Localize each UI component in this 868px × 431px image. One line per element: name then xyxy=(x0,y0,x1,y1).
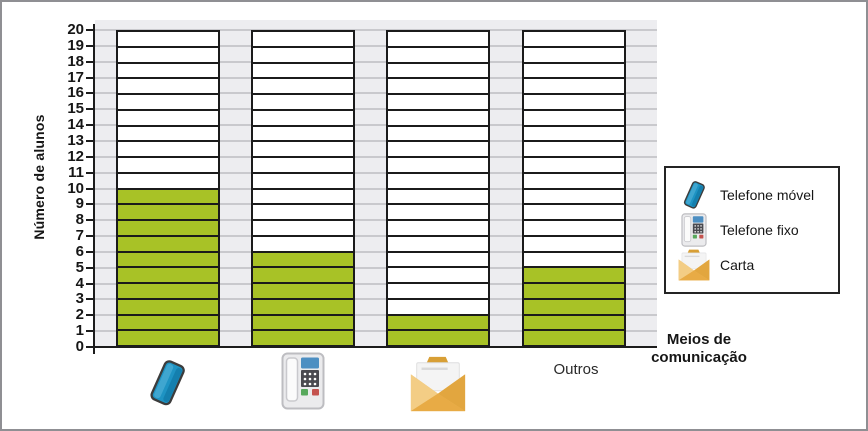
legend-item-label: Carta xyxy=(720,257,755,274)
gridline xyxy=(95,330,657,333)
gridline xyxy=(95,44,657,47)
y-tick-mark xyxy=(86,76,94,79)
x-axis-title: Meios de comunicação xyxy=(651,331,747,366)
y-tick-label: 15 xyxy=(67,100,84,118)
legend: Telefone móvel Telefone fixo Carta xyxy=(664,166,840,294)
y-tick-mark xyxy=(86,266,94,269)
y-tick-mark xyxy=(86,171,94,174)
legend-item-label: Telefone móvel xyxy=(720,186,815,203)
y-tick-label: 0 xyxy=(75,338,84,355)
x-axis-line xyxy=(87,346,657,348)
gridline xyxy=(95,187,657,190)
y-tick-mark xyxy=(86,139,94,142)
gridline xyxy=(95,155,657,158)
y-tick-mark xyxy=(86,203,94,206)
bar-outros xyxy=(522,30,626,347)
y-tick-label: 14 xyxy=(67,116,84,134)
y-tick-mark xyxy=(86,282,94,285)
y-tick-label: 6 xyxy=(75,242,84,260)
y-tick-label: 12 xyxy=(67,147,84,165)
y-axis-title: Número de alunos xyxy=(31,114,47,240)
legend-item: Carta xyxy=(676,248,828,283)
y-tick-mark xyxy=(86,60,94,63)
gridline xyxy=(95,298,657,301)
mobile-phone-icon xyxy=(676,179,712,211)
gridline xyxy=(95,219,657,222)
y-tick-label: 9 xyxy=(75,195,84,213)
y-tick-mark xyxy=(86,314,94,317)
bar-carta xyxy=(386,30,490,347)
bar-telefone-fixo xyxy=(251,30,355,347)
gridline xyxy=(95,203,657,206)
y-tick-mark xyxy=(86,44,94,47)
y-tick-mark xyxy=(86,330,94,333)
y-tick-label: 1 xyxy=(75,322,84,340)
y-tick-label: 5 xyxy=(75,258,84,276)
y-tick-mark xyxy=(86,250,94,253)
y-tick-label: 20 xyxy=(67,21,84,38)
envelope-icon xyxy=(408,354,468,419)
gridline xyxy=(95,29,657,31)
gridline xyxy=(95,92,657,95)
gridline xyxy=(95,108,657,111)
bar-cell-filled xyxy=(251,329,355,347)
y-tick-label: 19 xyxy=(67,36,84,54)
y-tick-mark xyxy=(86,124,94,127)
envelope-icon xyxy=(676,248,712,282)
gridline xyxy=(95,171,657,174)
y-tick-label: 2 xyxy=(75,306,84,324)
y-tick-mark xyxy=(86,298,94,301)
y-tick-mark xyxy=(86,235,94,238)
y-axis-line xyxy=(93,24,95,354)
y-tick-mark xyxy=(86,92,94,95)
legend-item: Telefone móvel xyxy=(676,177,828,212)
y-tick-label: 13 xyxy=(67,131,84,149)
gridline xyxy=(95,139,657,142)
y-tick-label: 4 xyxy=(75,274,84,292)
gridline xyxy=(95,314,657,317)
gridline xyxy=(95,266,657,269)
gridline xyxy=(95,76,657,79)
bar-telefone-movel xyxy=(116,30,220,347)
mobile-phone-icon xyxy=(144,357,190,414)
y-tick-label: 18 xyxy=(67,52,84,70)
y-tick-mark xyxy=(86,29,94,31)
y-tick-label: 10 xyxy=(67,179,84,197)
y-tick-label: 16 xyxy=(67,84,84,102)
y-tick-mark xyxy=(86,346,94,348)
category-label-outros: Outros xyxy=(553,361,599,378)
y-tick-mark xyxy=(86,219,94,222)
y-tick-mark xyxy=(86,155,94,158)
y-tick-label: 11 xyxy=(68,163,84,181)
gridline xyxy=(95,60,657,63)
bar-cell-filled xyxy=(522,329,626,347)
y-tick-label: 17 xyxy=(67,68,84,86)
gridline xyxy=(95,124,657,127)
bar-cell-filled xyxy=(386,329,490,347)
y-tick-label: 8 xyxy=(75,211,84,229)
gridline xyxy=(95,282,657,285)
legend-item: Telefone fixo xyxy=(676,212,828,247)
y-tick-mark xyxy=(86,187,94,190)
gridline xyxy=(95,235,657,238)
y-tick-mark xyxy=(86,108,94,111)
legend-item-label: Telefone fixo xyxy=(720,221,799,238)
y-tick-label: 7 xyxy=(75,227,84,245)
y-tick-label: 3 xyxy=(75,290,84,308)
bar-cell-filled xyxy=(116,329,220,347)
gridline xyxy=(95,250,657,253)
landline-phone-icon xyxy=(676,213,712,247)
landline-phone-icon xyxy=(281,352,325,415)
